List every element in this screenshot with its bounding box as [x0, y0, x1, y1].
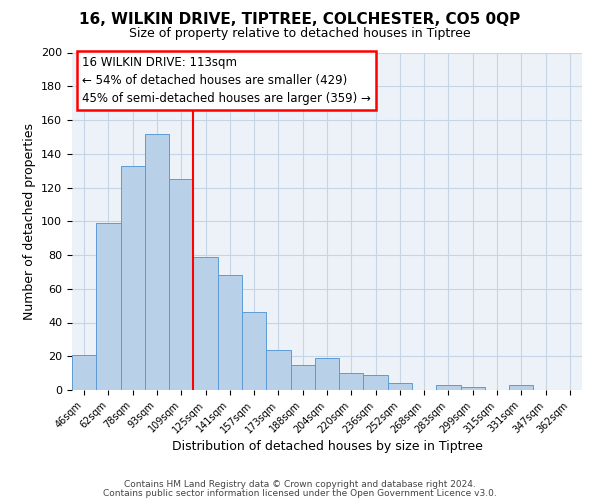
Bar: [509, 385, 533, 390]
Text: 16 WILKIN DRIVE: 113sqm
← 54% of detached houses are smaller (429)
45% of semi-d: 16 WILKIN DRIVE: 113sqm ← 54% of detache…: [82, 56, 371, 105]
Bar: [121, 166, 145, 390]
Bar: [218, 275, 242, 390]
Bar: [388, 383, 412, 390]
Y-axis label: Number of detached properties: Number of detached properties: [23, 122, 35, 320]
Bar: [290, 364, 315, 390]
Text: 16, WILKIN DRIVE, TIPTREE, COLCHESTER, CO5 0QP: 16, WILKIN DRIVE, TIPTREE, COLCHESTER, C…: [79, 12, 521, 28]
Bar: [96, 223, 121, 390]
Bar: [169, 179, 193, 390]
Bar: [242, 312, 266, 390]
Bar: [461, 386, 485, 390]
Bar: [339, 373, 364, 390]
Text: Size of property relative to detached houses in Tiptree: Size of property relative to detached ho…: [129, 28, 471, 40]
Bar: [145, 134, 169, 390]
Bar: [72, 354, 96, 390]
Bar: [436, 385, 461, 390]
Bar: [193, 256, 218, 390]
Bar: [364, 375, 388, 390]
Text: Contains public sector information licensed under the Open Government Licence v3: Contains public sector information licen…: [103, 489, 497, 498]
Bar: [266, 350, 290, 390]
X-axis label: Distribution of detached houses by size in Tiptree: Distribution of detached houses by size …: [172, 440, 482, 454]
Text: Contains HM Land Registry data © Crown copyright and database right 2024.: Contains HM Land Registry data © Crown c…: [124, 480, 476, 489]
Bar: [315, 358, 339, 390]
